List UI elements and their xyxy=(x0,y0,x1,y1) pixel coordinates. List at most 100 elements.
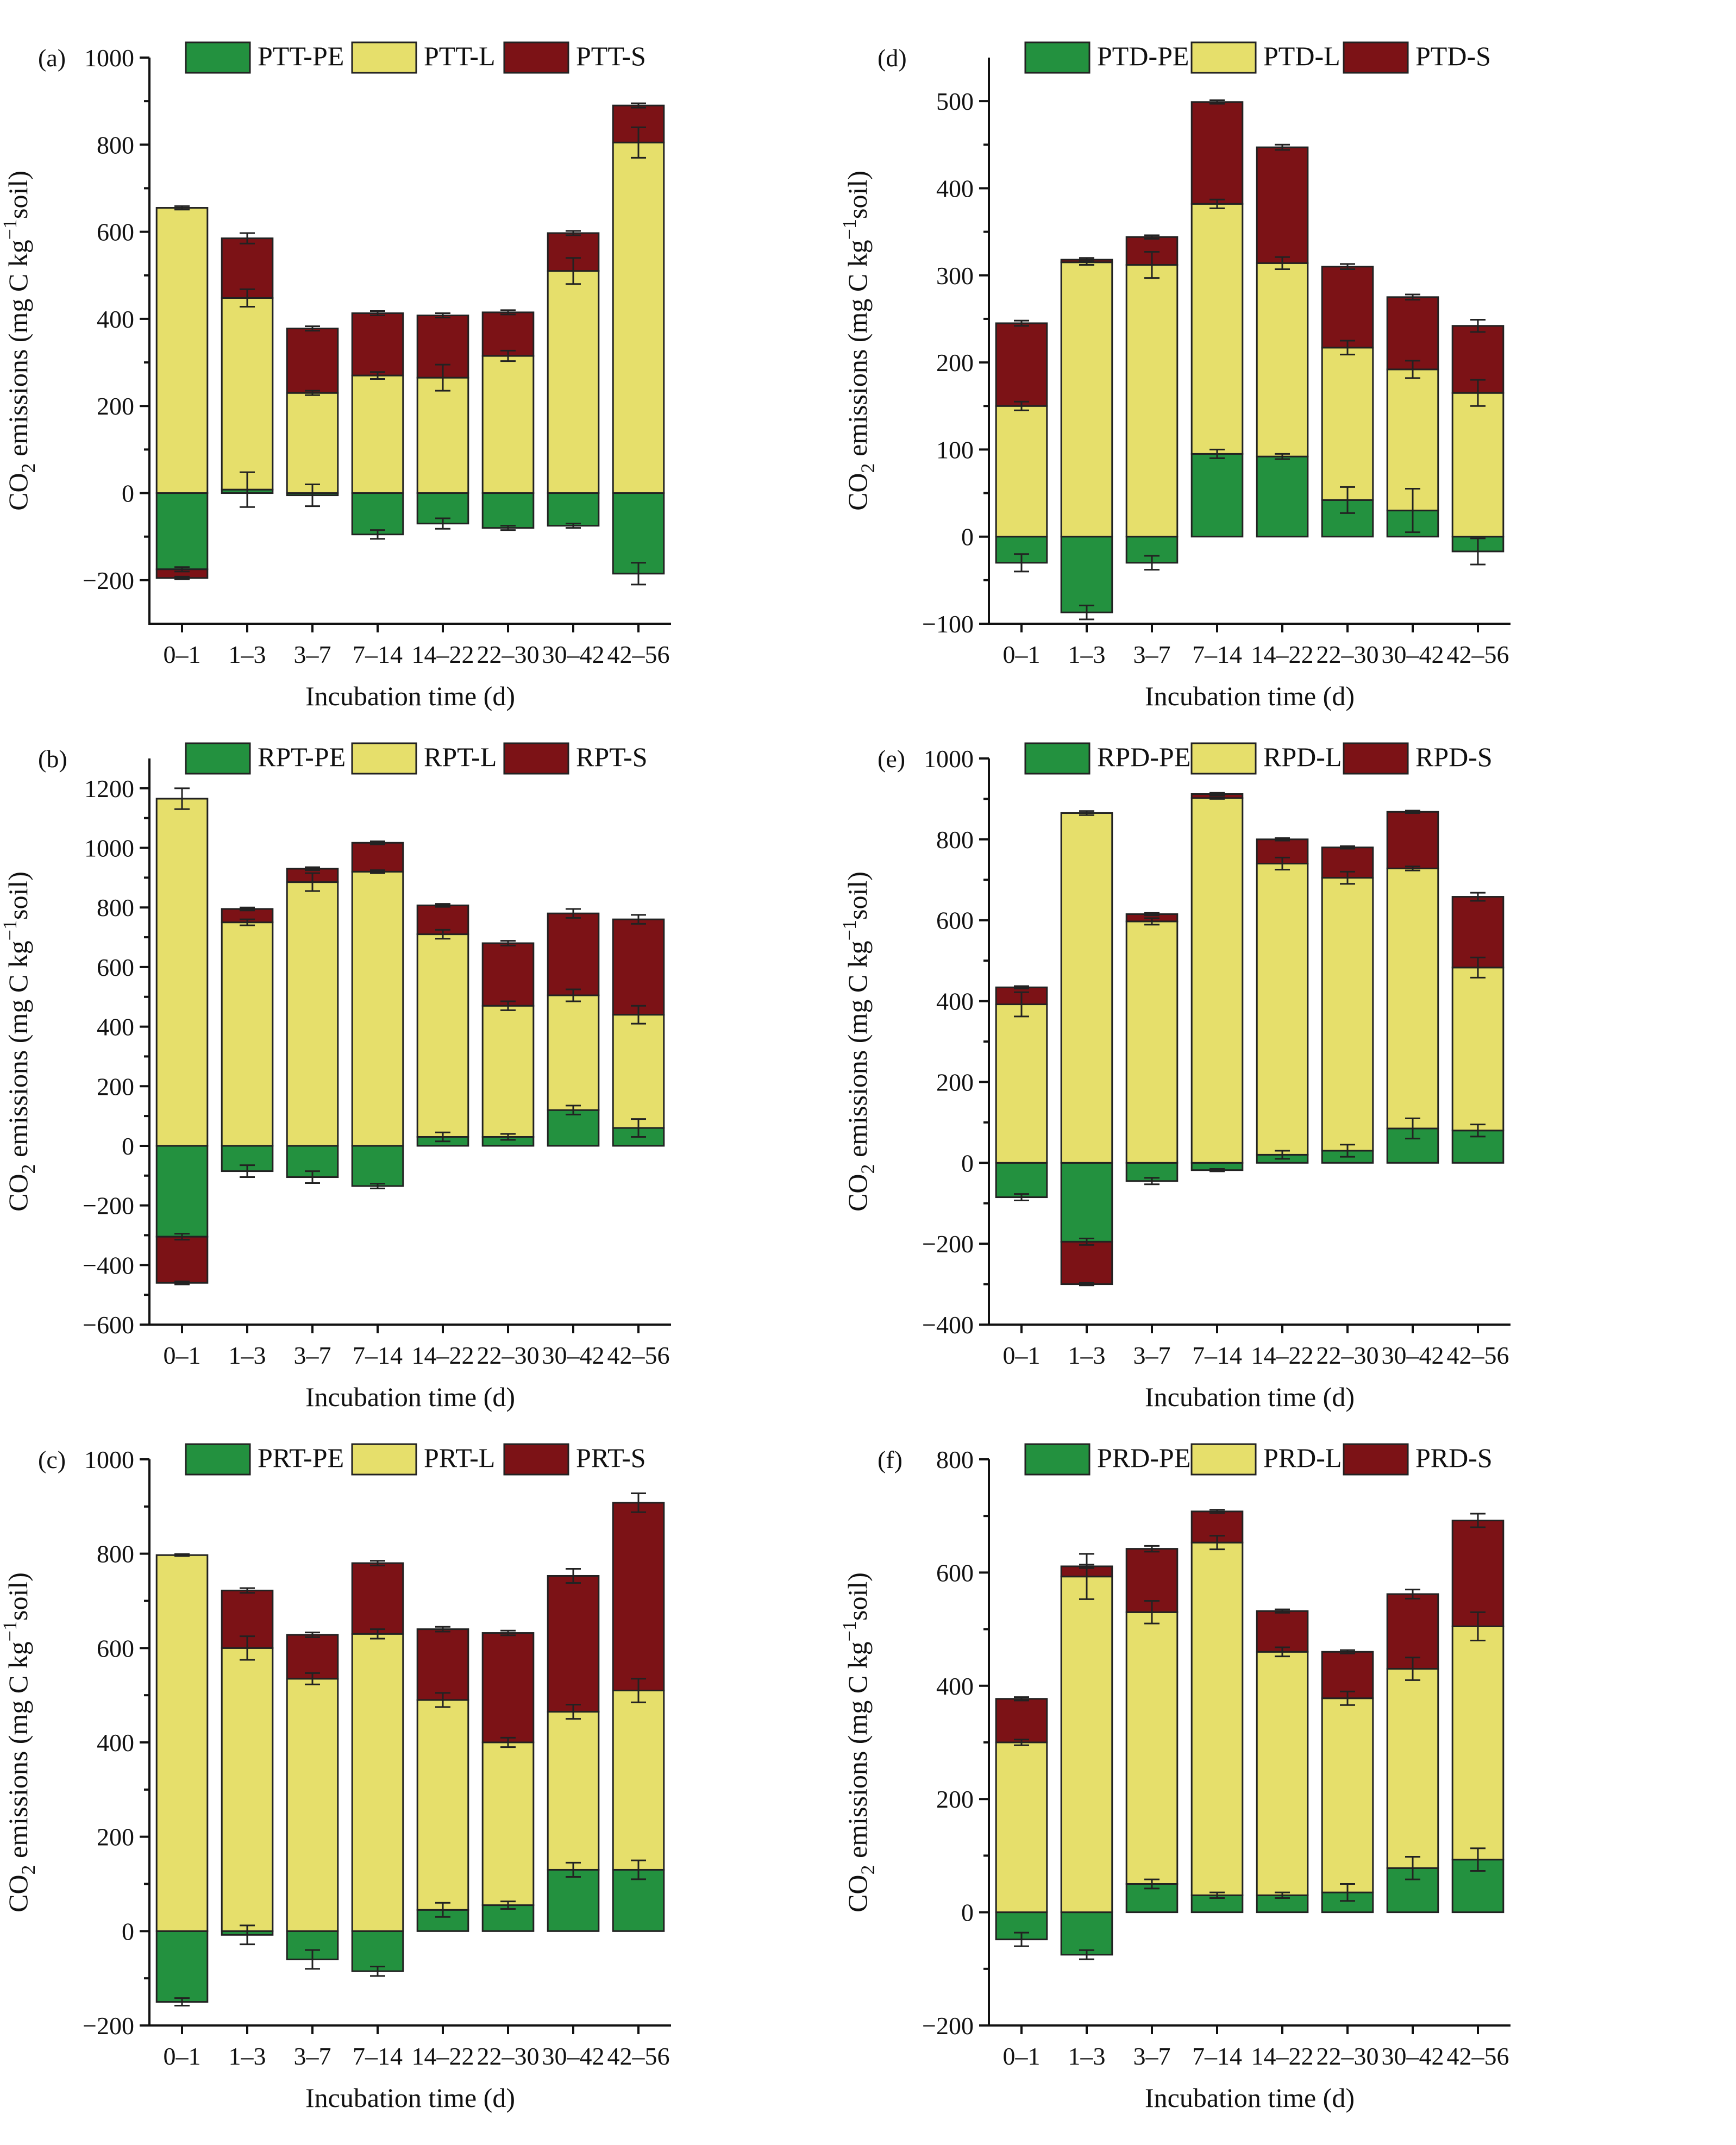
chart-panel-a: (a) 0–1 1–3 3–7 7–14 14–22 22–30 30–42 42–56 −200… xyxy=(0,41,671,711)
y-axis-label-part: CO xyxy=(3,1874,33,1912)
x-tick-label: 3–7 xyxy=(294,641,331,668)
legend-swatch-PTD-L xyxy=(1190,41,1257,74)
x-axis-label: Incubation time (d) xyxy=(1145,681,1355,711)
bar-RPD-PE-1 xyxy=(1060,1162,1113,1243)
legend-label-PTT-L: PTT-L xyxy=(424,41,496,71)
x-tick-label: 0–1 xyxy=(1003,641,1041,668)
bar-RPT-S-6 xyxy=(547,912,600,996)
bar-PTT-S-3 xyxy=(351,312,404,377)
error-bar-group xyxy=(1014,792,1486,1287)
y-tick-label: 0 xyxy=(961,1899,974,1927)
bar-PTD-S-6 xyxy=(1386,296,1439,371)
panel-label: (b) xyxy=(38,745,67,773)
bar-PRD-S-7 xyxy=(1451,1520,1505,1627)
y-axis-label-superscript: −1 xyxy=(0,1621,21,1641)
bar-PTD-L-4 xyxy=(1256,262,1309,457)
y-tick-label: 1000 xyxy=(84,44,134,72)
legend-swatch-RPD-L xyxy=(1190,742,1257,775)
bar-PTD-PE-3 xyxy=(1190,453,1244,538)
bar-PRT-S-7 xyxy=(612,1502,665,1691)
x-tick-label: 42–56 xyxy=(607,641,670,668)
y-tick-label: 600 xyxy=(97,954,134,981)
y-tick-label: 200 xyxy=(936,1068,974,1096)
y-tick-label: 600 xyxy=(936,1559,974,1586)
bar-group xyxy=(155,1502,665,2003)
y-tick-label: 800 xyxy=(97,1540,134,1568)
x-tick-label: 1–3 xyxy=(229,2042,266,2070)
y-axis-label-subscript: 2 xyxy=(17,1164,39,1174)
y-tick-label: 500 xyxy=(936,87,974,115)
y-tick-label: 0 xyxy=(122,480,134,507)
bar-PRT-L-5 xyxy=(481,1741,535,1906)
bar-group xyxy=(995,1510,1505,1956)
bar-RPT-PE-3 xyxy=(351,1145,404,1187)
bar-PRD-L-2 xyxy=(1125,1611,1179,1885)
bar-PTD-PE-1 xyxy=(1060,536,1113,613)
error-bar-group xyxy=(1014,1509,1486,1960)
y-tick-label: 1000 xyxy=(84,1446,134,1473)
legend-swatch-RPT-S xyxy=(503,742,569,775)
y-tick-label: −100 xyxy=(922,610,974,638)
bar-PTD-L-5 xyxy=(1321,347,1374,501)
bar-PTT-PE-6 xyxy=(547,492,600,527)
legend-swatch-RPT-PE xyxy=(185,742,251,775)
bar-PTT-PE-7 xyxy=(612,492,665,575)
legend-swatch-PRD-L xyxy=(1190,1443,1257,1476)
legend-label-PRT-L: PRT-L xyxy=(424,1442,495,1473)
legend-swatch-RPT-L xyxy=(351,742,417,775)
legend-swatch-RPD-S xyxy=(1343,742,1409,775)
bar-PTD-S-4 xyxy=(1256,146,1309,264)
bar-RPD-L-0 xyxy=(995,1003,1048,1164)
y-tick-label: 0 xyxy=(961,523,974,551)
x-tick-label: 3–7 xyxy=(294,2042,331,2070)
y-tick-label: 1200 xyxy=(84,775,134,802)
bar-PTD-L-3 xyxy=(1190,203,1244,455)
bar-RPT-PE-2 xyxy=(286,1145,339,1178)
y-axis-label-part: emissions (mg C kg xyxy=(842,1641,873,1865)
bar-RPT-S-5 xyxy=(481,942,535,1007)
bar-PTD-PE-5 xyxy=(1321,499,1374,538)
legend: PTD-PE PTD-L PTD-S xyxy=(1024,41,1491,74)
x-tick-label: 42–56 xyxy=(1447,1341,1509,1369)
y-axis-label-part: soil) xyxy=(842,871,873,920)
bar-RPT-PE-6 xyxy=(547,1109,600,1147)
legend-label-RPT-PE: RPT-PE xyxy=(258,742,346,772)
x-axis-label: Incubation time (d) xyxy=(1145,1382,1355,1412)
bar-PRT-L-3 xyxy=(351,1633,404,1932)
y-tick-label: 400 xyxy=(936,174,974,202)
bar-RPT-L-3 xyxy=(351,870,404,1147)
bar-RPT-L-4 xyxy=(416,933,469,1138)
x-tick-label: 7–14 xyxy=(353,1341,403,1369)
y-tick-label: 400 xyxy=(936,988,974,1015)
x-axis-label: Incubation time (d) xyxy=(305,2083,515,2113)
bar-PRD-L-1 xyxy=(1060,1576,1113,1914)
y-axis-label: CO2 emissions (mg C kg−1soil) xyxy=(838,171,879,511)
bar-PRT-PE-6 xyxy=(547,1868,600,1932)
x-tick-label: 0–1 xyxy=(1003,2042,1041,2070)
bar-RPD-L-7 xyxy=(1451,967,1505,1132)
y-tick-label: 0 xyxy=(122,1132,134,1160)
bar-RPD-S-6 xyxy=(1386,811,1439,869)
bar-PRT-S-5 xyxy=(481,1632,535,1743)
y-axis-label-superscript: −1 xyxy=(838,219,860,240)
x-tick-label: 3–7 xyxy=(1133,641,1171,668)
y-tick-label: 400 xyxy=(97,305,134,333)
y-axis-label-part: soil) xyxy=(3,1572,33,1621)
bar-PRT-L-4 xyxy=(416,1699,469,1911)
bar-group xyxy=(155,104,665,579)
y-tick-label: 100 xyxy=(936,436,974,463)
bar-PTD-L-2 xyxy=(1125,264,1179,538)
bar-RPD-L-3 xyxy=(1190,797,1244,1164)
x-axis-label: Incubation time (d) xyxy=(1145,2083,1355,2113)
bar-PTT-L-3 xyxy=(351,374,404,494)
bar-RPT-S-0 xyxy=(155,1235,209,1284)
y-tick-label: −400 xyxy=(83,1251,134,1279)
legend-label-PRT-PE: PRT-PE xyxy=(258,1442,344,1473)
bar-PRD-S-5 xyxy=(1321,1651,1374,1699)
legend-swatch-PTT-S xyxy=(503,41,569,74)
y-axis-label-part: emissions (mg C kg xyxy=(3,940,33,1164)
y-tick-label: −600 xyxy=(83,1311,134,1339)
bar-PTT-S-5 xyxy=(481,311,535,357)
x-tick-label: 0–1 xyxy=(164,1341,201,1369)
